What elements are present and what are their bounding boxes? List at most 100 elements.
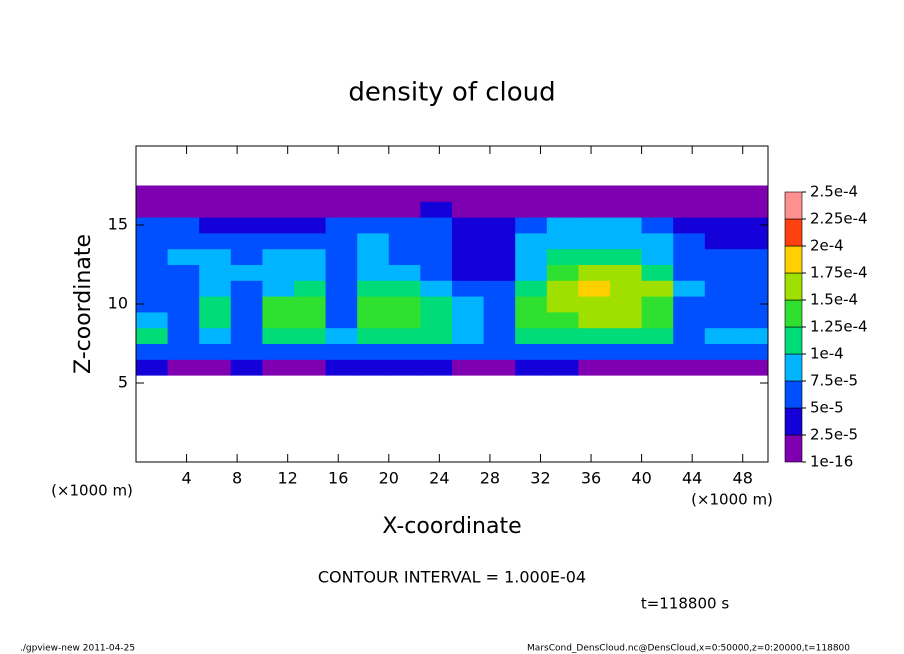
field-cell xyxy=(736,248,769,265)
field-cell xyxy=(610,232,643,250)
field-cell xyxy=(578,296,611,313)
field-cell xyxy=(167,185,200,202)
field-cell xyxy=(325,359,358,376)
field-cell xyxy=(704,201,737,218)
field-cell xyxy=(641,232,674,250)
field-cell xyxy=(262,296,295,313)
field-cell xyxy=(230,327,263,344)
field-cell xyxy=(262,327,295,344)
field-cell xyxy=(610,201,643,218)
field-cell xyxy=(199,264,232,281)
field-cell xyxy=(136,185,169,202)
field-cell xyxy=(230,359,263,376)
field-cell xyxy=(515,296,548,313)
field-cell xyxy=(325,185,358,202)
field-cell xyxy=(483,217,516,234)
field-cell xyxy=(483,264,516,281)
field-cell xyxy=(673,201,706,218)
field-cell xyxy=(578,201,611,218)
field-cell xyxy=(167,217,200,234)
field-cell xyxy=(388,343,421,360)
field-cell xyxy=(546,201,579,218)
field-cell xyxy=(515,185,548,202)
field-cell xyxy=(167,232,200,250)
field-cell xyxy=(262,232,295,250)
field-cell xyxy=(325,311,358,329)
field-cell xyxy=(294,327,327,344)
field-cell xyxy=(578,280,611,297)
colorbar-swatch xyxy=(784,380,803,409)
field-cell xyxy=(325,296,358,313)
field-cell xyxy=(452,264,485,281)
field-cell xyxy=(515,280,548,297)
field-cell xyxy=(483,232,516,250)
field-cell xyxy=(294,217,327,234)
field-cell xyxy=(167,264,200,281)
field-cell xyxy=(610,343,643,360)
field-cell xyxy=(420,232,453,250)
field-cell xyxy=(483,280,516,297)
colorbar-label: 1.25e-4 xyxy=(810,318,868,336)
field-cell xyxy=(262,217,295,234)
x-axis-label: X-coordinate xyxy=(382,514,521,539)
field-cell xyxy=(736,232,769,250)
x-tick-label: 4 xyxy=(181,469,191,488)
field-cell xyxy=(357,232,390,250)
y-tick-label: 10 xyxy=(108,294,128,313)
field-cell xyxy=(136,248,169,265)
field-cell xyxy=(230,280,263,297)
field-cell xyxy=(262,311,295,329)
field-cell xyxy=(610,248,643,265)
field-cell xyxy=(736,311,769,329)
field-cell xyxy=(325,343,358,360)
field-cell xyxy=(452,248,485,265)
field-cell xyxy=(578,232,611,250)
field-cell xyxy=(199,311,232,329)
field-cell xyxy=(673,280,706,297)
field-cell xyxy=(610,185,643,202)
field-cell xyxy=(736,343,769,360)
field-cell xyxy=(704,248,737,265)
x-tick-label: 20 xyxy=(379,469,399,488)
field-cell xyxy=(199,201,232,218)
field-cell xyxy=(357,185,390,202)
field-cell xyxy=(641,248,674,265)
field-cell xyxy=(230,185,263,202)
field-cell xyxy=(388,280,421,297)
field-cell xyxy=(294,232,327,250)
field-cell xyxy=(199,248,232,265)
field-cell xyxy=(578,327,611,344)
field-cell xyxy=(294,248,327,265)
field-cell xyxy=(483,327,516,344)
field-cell xyxy=(704,264,737,281)
field-cell xyxy=(199,217,232,234)
field-cell xyxy=(262,185,295,202)
field-cell xyxy=(452,280,485,297)
colorbar-swatch xyxy=(784,245,803,274)
colorbar-swatch xyxy=(784,191,803,220)
field-cell xyxy=(199,343,232,360)
field-cell xyxy=(388,296,421,313)
x-tick-label: 40 xyxy=(631,469,651,488)
field-cell xyxy=(167,359,200,376)
field-cell xyxy=(262,280,295,297)
field-cell xyxy=(420,311,453,329)
colorbar-swatch xyxy=(784,326,803,355)
field-cell xyxy=(673,359,706,376)
x-tick-label: 8 xyxy=(232,469,242,488)
field-cell xyxy=(230,232,263,250)
field-cell xyxy=(515,232,548,250)
field-cell xyxy=(673,217,706,234)
field-cell xyxy=(673,248,706,265)
field-cell xyxy=(167,311,200,329)
field-cell xyxy=(230,248,263,265)
field-cell xyxy=(704,296,737,313)
field-cell xyxy=(610,217,643,234)
field-cell xyxy=(230,217,263,234)
field-cell xyxy=(452,343,485,360)
field-cell xyxy=(736,359,769,376)
colorbar-swatch xyxy=(784,272,803,301)
field-cell xyxy=(546,185,579,202)
field-cell xyxy=(136,280,169,297)
field-cell xyxy=(262,264,295,281)
